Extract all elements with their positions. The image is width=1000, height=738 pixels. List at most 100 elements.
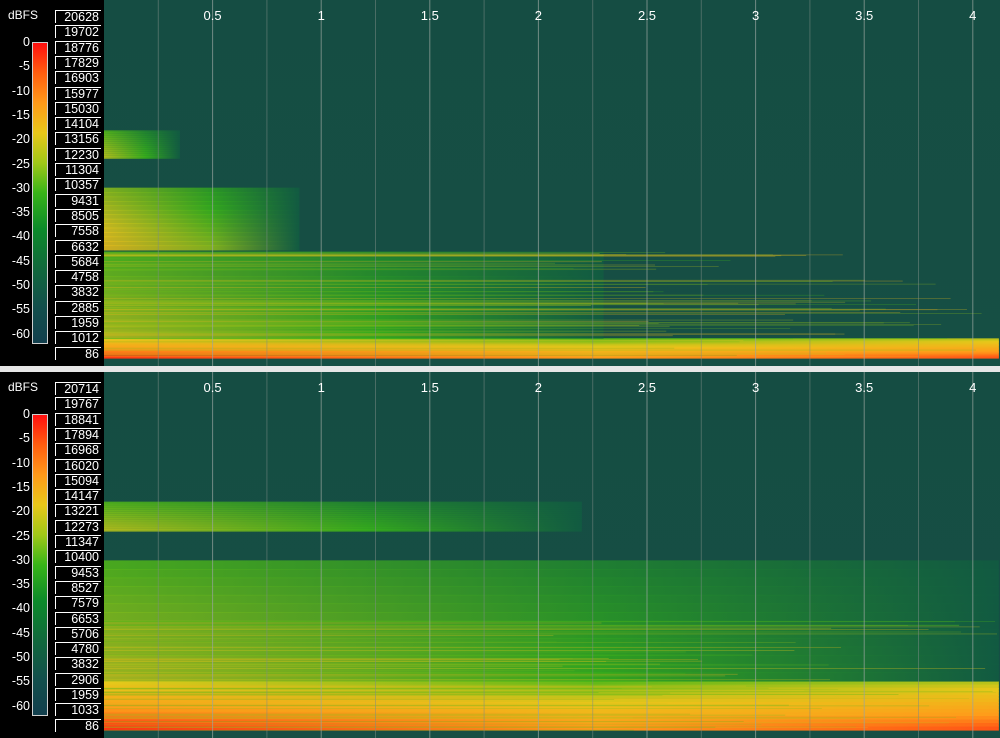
colorbar-tick-label: 0 xyxy=(0,407,30,421)
time-tick-label: 3.5 xyxy=(855,8,873,23)
frequency-tick-label: 11347 xyxy=(55,535,101,548)
frequency-tick-label: 6653 xyxy=(55,612,101,625)
time-tick-label: 1 xyxy=(318,380,325,395)
frequency-tick-label: 18776 xyxy=(55,41,101,54)
colorbar-gradient xyxy=(32,42,48,344)
colorbar-tick-label: -40 xyxy=(0,229,30,243)
colorbar-title: dBFS xyxy=(0,380,46,394)
colorbar-tick-label: -20 xyxy=(0,504,30,518)
dbfs-colorbar-scale: dBFS 0 -5 -10 -15 -20 -25 -30 -35 -40 -45 -50 -55 -6… xyxy=(0,372,52,738)
spectral-band xyxy=(104,188,299,193)
frequency-tick-label: 13221 xyxy=(55,504,101,517)
spectrogram-plot-area[interactable]: 0.5 1 1.5 2 2.5 3 3.5 4 xyxy=(104,0,1000,366)
spectral-band xyxy=(104,219,299,224)
colorbar-tick-label: -60 xyxy=(0,699,30,713)
spectral-band xyxy=(104,205,299,210)
frequency-tick-label: 4780 xyxy=(55,642,101,655)
colorbar-tick-label: 0 xyxy=(0,35,30,49)
spectral-band xyxy=(104,197,299,202)
spectral-band xyxy=(104,276,604,283)
frequency-tick-label: 17829 xyxy=(55,56,101,69)
frequency-tick-label: 5706 xyxy=(55,627,101,640)
frequency-tick-label: 7579 xyxy=(55,596,101,609)
spectrogram-panel-top: dBFS 0 -5 -10 -15 -20 -25 -30 -35 -40 -45 -50 -55 -6… xyxy=(0,0,1000,366)
colorbar-tick-label: -15 xyxy=(0,108,30,122)
colorbar-tick-label: -55 xyxy=(0,302,30,316)
frequency-tick-label: 19702 xyxy=(55,25,101,38)
frequency-tick-label: 86 xyxy=(55,347,101,360)
colorbar-tick-label: -10 xyxy=(0,84,30,98)
time-tick-label: 2 xyxy=(535,380,542,395)
frequency-tick-label: 14104 xyxy=(55,117,101,130)
spectral-band xyxy=(104,241,299,246)
spectral-band xyxy=(104,232,299,237)
frequency-tick-label: 8505 xyxy=(55,209,101,222)
colorbar-tick-label: -25 xyxy=(0,157,30,171)
frequency-tick-label: 3832 xyxy=(55,657,101,670)
frequency-tick-label: 15030 xyxy=(55,102,101,115)
colorbar-tick-label: -20 xyxy=(0,132,30,146)
frequency-tick-label: 5684 xyxy=(55,255,101,268)
spectral-band xyxy=(104,245,299,250)
frequency-tick-label: 9453 xyxy=(55,566,101,579)
frequency-tick-label: 2885 xyxy=(55,301,101,314)
frequency-tick-label: 18841 xyxy=(55,413,101,426)
frequency-tick-label: 1012 xyxy=(55,331,101,344)
time-tick-label: 4 xyxy=(969,8,976,23)
spectral-band xyxy=(104,283,604,290)
time-tick-label: 3.5 xyxy=(855,380,873,395)
spectrogram-panel-bottom: dBFS 0 -5 -10 -15 -20 -25 -30 -35 -40 -45 -50 -55 -6… xyxy=(0,372,1000,738)
time-tick-label: 1.5 xyxy=(421,380,439,395)
frequency-tick-label: 12273 xyxy=(55,520,101,533)
spectral-band xyxy=(104,214,299,219)
time-tick-label: 3 xyxy=(752,380,759,395)
frequency-tick-label: 9431 xyxy=(55,194,101,207)
frequency-tick-label: 1033 xyxy=(55,703,101,716)
spectrogram-svg xyxy=(104,372,1000,738)
time-tick-label: 2 xyxy=(535,8,542,23)
colorbar-tick-label: -55 xyxy=(0,674,30,688)
colorbar-tick-label: -10 xyxy=(0,456,30,470)
colorbar-tick-label: -35 xyxy=(0,577,30,591)
frequency-tick-label: 14147 xyxy=(55,489,101,502)
spectral-band xyxy=(104,270,604,277)
spectral-band xyxy=(104,223,299,228)
frequency-tick-label: 13156 xyxy=(55,132,101,145)
frequency-tick-label: 20714 xyxy=(55,382,101,395)
colorbar-tick-label: -15 xyxy=(0,480,30,494)
colorbar-tick-label: -35 xyxy=(0,205,30,219)
spectral-band xyxy=(104,210,299,215)
frequency-axis: 20628 19702 18776 17829 16903 15977 15030 14104… xyxy=(52,0,104,366)
spectral-band xyxy=(104,192,299,197)
colorbar-gradient xyxy=(32,414,48,716)
time-tick-label: 0.5 xyxy=(204,8,222,23)
colorbar-tick-label: -30 xyxy=(0,553,30,567)
frequency-tick-label: 1959 xyxy=(55,688,101,701)
time-tick-label: 2.5 xyxy=(638,8,656,23)
frequency-tick-label: 12230 xyxy=(55,148,101,161)
frequency-tick-label: 16020 xyxy=(55,459,101,472)
colorbar-tick-label: -60 xyxy=(0,327,30,341)
frequency-tick-label: 6632 xyxy=(55,240,101,253)
colorbar-tick-label: -5 xyxy=(0,431,30,445)
frequency-tick-label: 1959 xyxy=(55,316,101,329)
frequency-tick-label: 20628 xyxy=(55,10,101,23)
frequency-tick-label: 86 xyxy=(55,719,101,732)
colorbar-tick-label: -30 xyxy=(0,181,30,195)
frequency-tick-label: 4758 xyxy=(55,270,101,283)
time-tick-label: 0.5 xyxy=(204,380,222,395)
colorbar-tick-label: -50 xyxy=(0,278,30,292)
spectrogram-plot-area[interactable]: 0.5 1 1.5 2 2.5 3 3.5 4 xyxy=(104,372,1000,738)
time-tick-label: 4 xyxy=(969,380,976,395)
spectral-band xyxy=(104,228,299,233)
spectral-band xyxy=(104,237,299,242)
dbfs-colorbar-scale: dBFS 0 -5 -10 -15 -20 -25 -30 -35 -40 -45 -50 -55 -6… xyxy=(0,0,52,366)
colorbar-tick-label: -50 xyxy=(0,650,30,664)
frequency-tick-label: 16903 xyxy=(55,71,101,84)
time-tick-label: 3 xyxy=(752,8,759,23)
time-tick-label: 1.5 xyxy=(421,8,439,23)
colorbar-tick-label: -45 xyxy=(0,626,30,640)
frequency-tick-label: 17894 xyxy=(55,428,101,441)
colorbar-tick-label: -45 xyxy=(0,254,30,268)
time-tick-label: 2.5 xyxy=(638,380,656,395)
